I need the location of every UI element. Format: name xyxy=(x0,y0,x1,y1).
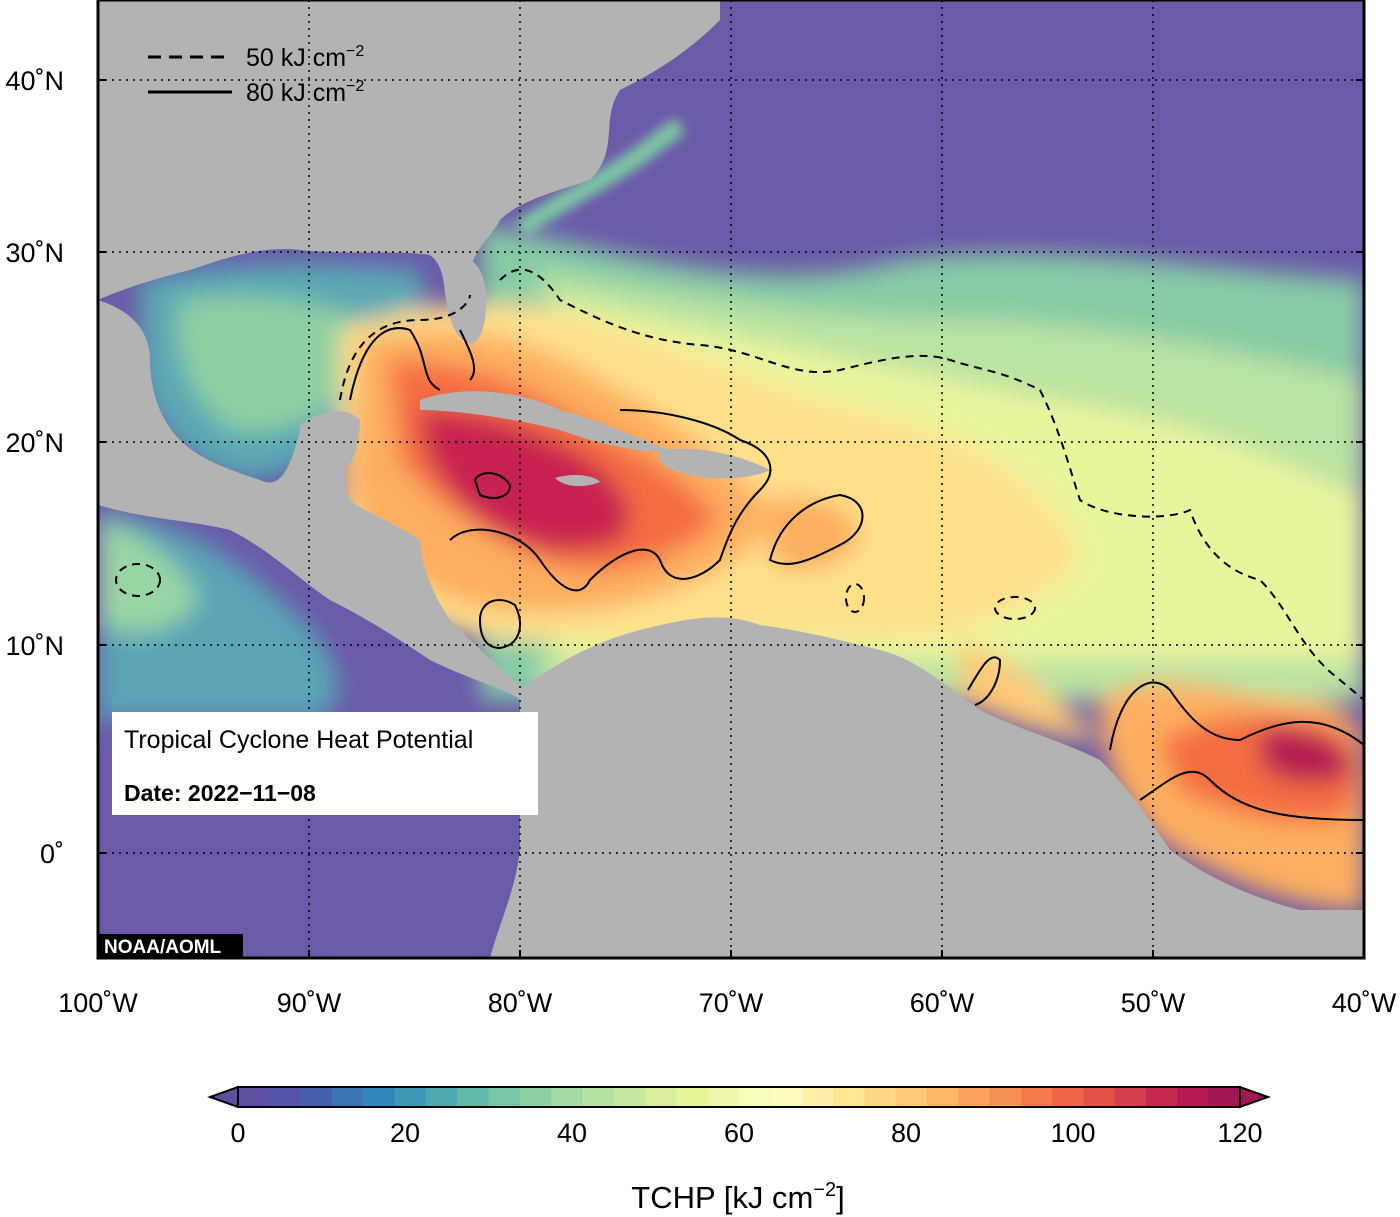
lon-label-50w: 50˚W xyxy=(1121,988,1186,1018)
colorbar-cell xyxy=(926,1087,959,1107)
colorbar-tick-0: 0 xyxy=(230,1118,245,1148)
colorbar-cell xyxy=(958,1087,991,1107)
contour-80-east xyxy=(768,493,864,565)
contour-80-gulf xyxy=(349,327,476,401)
contours xyxy=(115,268,1364,821)
colorbar-cell xyxy=(519,1087,552,1107)
colorbar-cell xyxy=(551,1087,584,1107)
south-america xyxy=(490,617,1364,958)
north-america xyxy=(98,0,720,341)
lon-labels: 100˚W 90˚W 80˚W 70˚W 60˚W 50˚W 40˚W xyxy=(58,988,1397,1018)
colorbar-cell xyxy=(1114,1087,1147,1107)
colorbar: 0 20 40 60 80 100 120 TCHP [kJ cm−2] xyxy=(207,1085,1271,1215)
colorbar-cell xyxy=(363,1087,396,1107)
colorbar-cell xyxy=(801,1087,834,1107)
colorbar-cell xyxy=(488,1087,521,1107)
colorbar-cell xyxy=(1146,1087,1178,1107)
colorbar-tick-80: 80 xyxy=(891,1118,921,1148)
lat-label-10n: 10˚N xyxy=(5,631,64,661)
lon-label-80w: 80˚W xyxy=(488,988,553,1018)
legend-solid-label: 80 kJ cm−2 xyxy=(246,78,364,107)
colorbar-title: TCHP [kJ cm−2] xyxy=(631,1179,844,1215)
gulf-stream xyxy=(514,117,686,238)
colorbar-cell xyxy=(1083,1087,1116,1107)
colorbar-cell xyxy=(394,1087,427,1107)
colorbar-tick-labels: 0 20 40 60 80 100 120 xyxy=(230,1118,1262,1148)
lat-label-20n: 20˚N xyxy=(5,428,64,458)
jamaica xyxy=(555,475,600,487)
info-date: Date: 2022−11−08 xyxy=(124,780,316,806)
contour-80-guiana xyxy=(967,656,1002,706)
colorbar-tick-40: 40 xyxy=(557,1118,587,1148)
info-title: Tropical Cyclone Heat Potential xyxy=(124,726,473,754)
lon-label-60w: 60˚W xyxy=(910,988,975,1018)
colorbar-over-arrow xyxy=(1239,1085,1271,1109)
colorbar-tick-20: 20 xyxy=(390,1118,420,1148)
lon-label-70w: 70˚W xyxy=(699,988,764,1018)
colorbar-cell xyxy=(864,1087,897,1107)
contour-50-small xyxy=(845,583,865,613)
info-box-background xyxy=(112,712,538,815)
legend-dashed-label: 50 kJ cm−2 xyxy=(246,43,364,72)
colorbar-cell xyxy=(707,1087,740,1107)
colorbar-cell xyxy=(238,1087,270,1107)
contour-50-atlantic xyxy=(994,596,1036,620)
colorbar-cell xyxy=(1052,1087,1085,1107)
contour-50-main xyxy=(339,268,1364,701)
colorbar-cell xyxy=(989,1087,1022,1107)
contour-80-blob xyxy=(473,472,512,499)
colorbar-under-arrow xyxy=(207,1085,239,1109)
hispaniola xyxy=(659,448,770,479)
colorbar-cell xyxy=(582,1087,615,1107)
land xyxy=(98,0,1364,958)
colorbar-cell xyxy=(676,1087,709,1107)
colorbar-tick-100: 100 xyxy=(1050,1118,1095,1148)
lon-label-100w: 100˚W xyxy=(58,988,138,1018)
credit-background xyxy=(99,934,243,958)
map-panel xyxy=(98,0,1364,958)
colorbar-cell xyxy=(269,1087,302,1107)
colorbar-cell xyxy=(770,1087,803,1107)
contour-80-south xyxy=(1109,681,1364,821)
lat-label-40n: 40˚N xyxy=(5,66,64,96)
colorbar-cell xyxy=(425,1087,458,1107)
colorbar-cell xyxy=(645,1087,677,1107)
lat-label-0: 0˚ xyxy=(40,839,64,869)
credit-label: NOAA/AOML xyxy=(104,937,222,958)
central-america xyxy=(98,300,525,700)
florida xyxy=(454,255,487,344)
yucatan xyxy=(300,410,360,470)
lon-label-90w: 90˚W xyxy=(277,988,342,1018)
colorbar-cell xyxy=(1208,1087,1241,1107)
tick-marks xyxy=(98,79,1364,958)
contour-80-small xyxy=(478,599,521,650)
colorbar-tick-120: 120 xyxy=(1217,1118,1262,1148)
colorbar-cell xyxy=(895,1087,928,1107)
contour-80-caribbean xyxy=(449,409,772,592)
colorbar-cell xyxy=(300,1087,333,1107)
lat-labels: 40˚N 30˚N 20˚N 10˚N 0˚ xyxy=(5,66,64,869)
contour-legend: 50 kJ cm−2 80 kJ cm−2 xyxy=(148,43,364,107)
colorbar-cell xyxy=(1177,1087,1210,1107)
lon-label-40w: 40˚W xyxy=(1332,988,1397,1018)
colorbar-cell xyxy=(1020,1087,1053,1107)
colorbar-cells xyxy=(238,1087,1241,1107)
colorbar-cell xyxy=(739,1087,771,1107)
info-box: Tropical Cyclone Heat Potential Date: 20… xyxy=(112,712,538,815)
colorbar-cell xyxy=(331,1087,364,1107)
lat-label-30n: 30˚N xyxy=(5,238,64,268)
colorbar-cell xyxy=(832,1087,865,1107)
colorbar-frame xyxy=(237,1086,1241,1108)
colorbar-cell xyxy=(457,1087,490,1107)
credit-badge: NOAA/AOML xyxy=(99,934,243,958)
contour-50-pacific xyxy=(115,563,161,597)
colorbar-cell xyxy=(613,1087,646,1107)
colorbar-tick-60: 60 xyxy=(724,1118,754,1148)
cuba xyxy=(420,391,670,452)
